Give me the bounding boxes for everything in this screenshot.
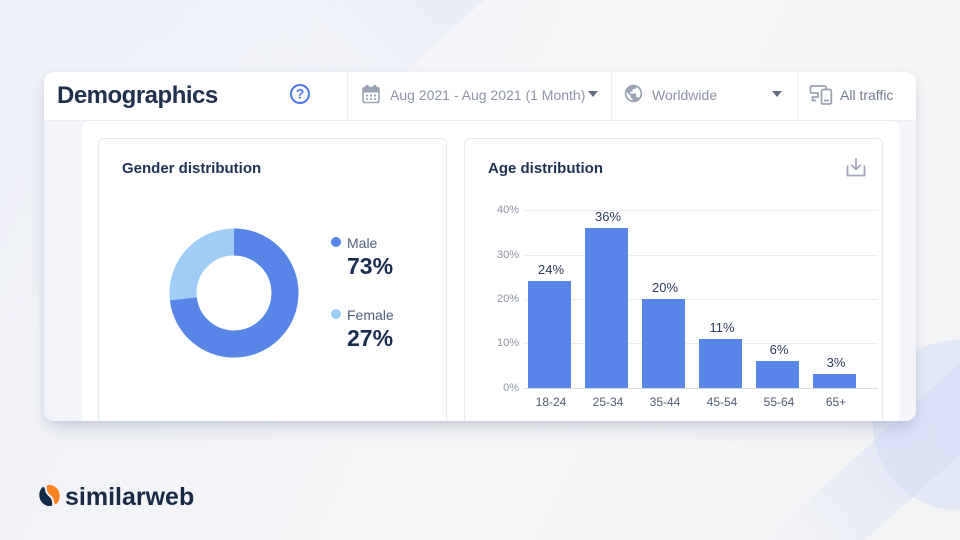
svg-text:?: ? <box>296 86 305 102</box>
